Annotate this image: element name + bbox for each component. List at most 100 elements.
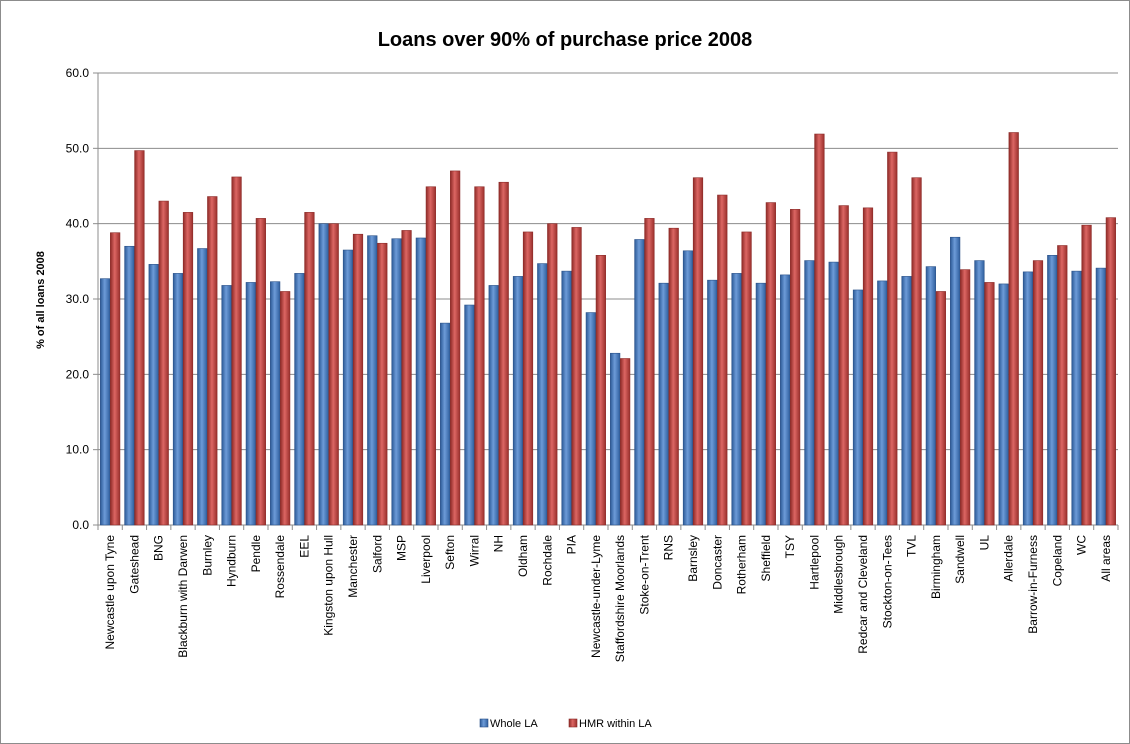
x-tick-label: PIA [565,535,579,554]
bar-whole-la [464,304,475,526]
bar-whole-la [100,278,111,526]
x-tick-label: BNG [152,535,166,561]
x-tick-label: Kingston upon Hull [322,535,336,636]
bar-hmr-within-la [911,177,922,526]
legend: Whole LA HMR within LA [479,718,652,730]
bar-whole-la [537,263,548,526]
bar-hmr-within-la [401,230,412,526]
x-tick-label: Staffordshire Moorlands [613,535,627,662]
x-tick-label: UL [977,535,991,551]
bar-hmr-within-la [182,212,194,526]
bar-whole-la [901,276,912,526]
bar-hmr-within-la [1032,260,1044,526]
bar-whole-la [172,273,184,526]
bar-hmr-within-la [984,282,995,526]
bar-hmr-within-la [644,218,655,526]
x-tick-label: Newcastle upon Tyne [103,535,117,650]
legend-label: HMR within LA [579,718,652,730]
bar-whole-la [197,248,208,526]
bar-whole-la [391,238,402,526]
bar-whole-la [1022,271,1034,526]
bar-whole-la [974,260,985,526]
y-tick-label: 0.0 [72,518,89,532]
bar-whole-la [877,280,888,526]
x-tick-label: WC [1075,535,1089,555]
x-tick-labels: Newcastle upon Tyne Gateshead BNG Blackburn… [103,534,1113,662]
x-tick-label: Burnley [200,535,214,576]
bar-hmr-within-la [765,202,776,526]
x-tick-label: Sandwell [953,535,967,584]
bar-whole-la [148,264,159,526]
bar-hmr-within-la [110,232,121,526]
bar-hmr-within-la [668,227,679,526]
y-tick-label: 50.0 [66,141,90,155]
bar-whole-la [561,270,572,526]
y-tick-label: 20.0 [66,367,90,381]
bar-hmr-within-la [1057,245,1068,526]
x-tick-label: Sheffield [759,535,773,581]
bar-hmr-within-la [450,170,461,526]
x-tick-label: All areas [1099,535,1113,582]
bar-whole-la [124,245,135,526]
x-tick-label: EEL [297,535,311,558]
bar-whole-la [1071,270,1082,526]
bar-hmr-within-la [207,196,218,526]
x-tick-label: Rochdale [540,535,554,586]
bar-whole-la [488,285,499,526]
x-tick-label: Blackburn with Darwen [176,535,190,658]
x-tick-label: Gateshead [127,535,141,594]
bar-hmr-within-la [862,207,874,526]
bar-hmr-within-la [838,205,849,526]
bar-hmr-within-la [547,223,558,526]
bar-hmr-within-la [231,176,242,526]
x-tick-label: NH [492,535,506,552]
bar-whole-la [828,261,839,526]
bar-hmr-within-la [620,358,631,526]
x-tick-label: Newcastle-under-Lyme [589,535,603,658]
x-tick-label: Sefton [443,535,457,570]
bar-whole-la [1047,255,1058,526]
bar-whole-la [950,236,961,526]
bars [100,132,1116,526]
bar-whole-la [804,260,815,526]
x-tick-label: Liverpool [419,535,433,584]
x-tick-label: Hyndburn [225,535,239,587]
bar-hmr-within-la [328,223,339,526]
bar-hmr-within-la [692,177,704,526]
x-tick-label: MSP [395,535,409,561]
x-tick-label: Barrow-in-Furness [1026,535,1040,634]
bar-whole-la [755,282,766,526]
x-tick-label: TSY [783,535,797,558]
bar-whole-la [852,289,864,526]
bar-hmr-within-la [935,291,946,526]
bar-hmr-within-la [352,233,364,526]
legend-swatch [479,718,489,728]
x-tick-label: Allerdale [1002,535,1016,582]
bar-whole-la [294,273,305,526]
y-tick-labels: 0.0 10.0 20.0 30.0 40.0 50.0 60.0 [66,66,90,532]
bar-hmr-within-la [571,227,582,526]
bar-whole-la [682,250,694,526]
bar-hmr-within-la [790,209,801,526]
bar-hmr-within-la [1081,224,1092,526]
x-tick-label: TVL [905,535,919,557]
bar-whole-la [245,282,256,526]
bar-whole-la [270,281,281,526]
bar-whole-la [512,276,524,526]
bar-whole-la [707,279,718,526]
bar-hmr-within-la [474,186,485,526]
bar-whole-la [342,249,354,526]
bar-whole-la [367,235,378,526]
x-tick-label: Barnsley [686,535,700,582]
x-tick-label: Oldham [516,535,530,577]
x-tick-label: Rossendale [273,535,287,599]
y-tick-label: 60.0 [66,66,90,80]
x-tick-label: Rotherham [735,535,749,594]
bar-whole-la [221,285,232,526]
x-tick-label: Redcar and Cleveland [856,535,870,654]
bar-hmr-within-la [255,218,266,526]
bar-hmr-within-la [814,133,825,526]
legend-label: Whole LA [490,718,538,730]
chart-title: Loans over 90% of purchase price 2008 [378,29,753,51]
bar-hmr-within-la [960,269,971,526]
